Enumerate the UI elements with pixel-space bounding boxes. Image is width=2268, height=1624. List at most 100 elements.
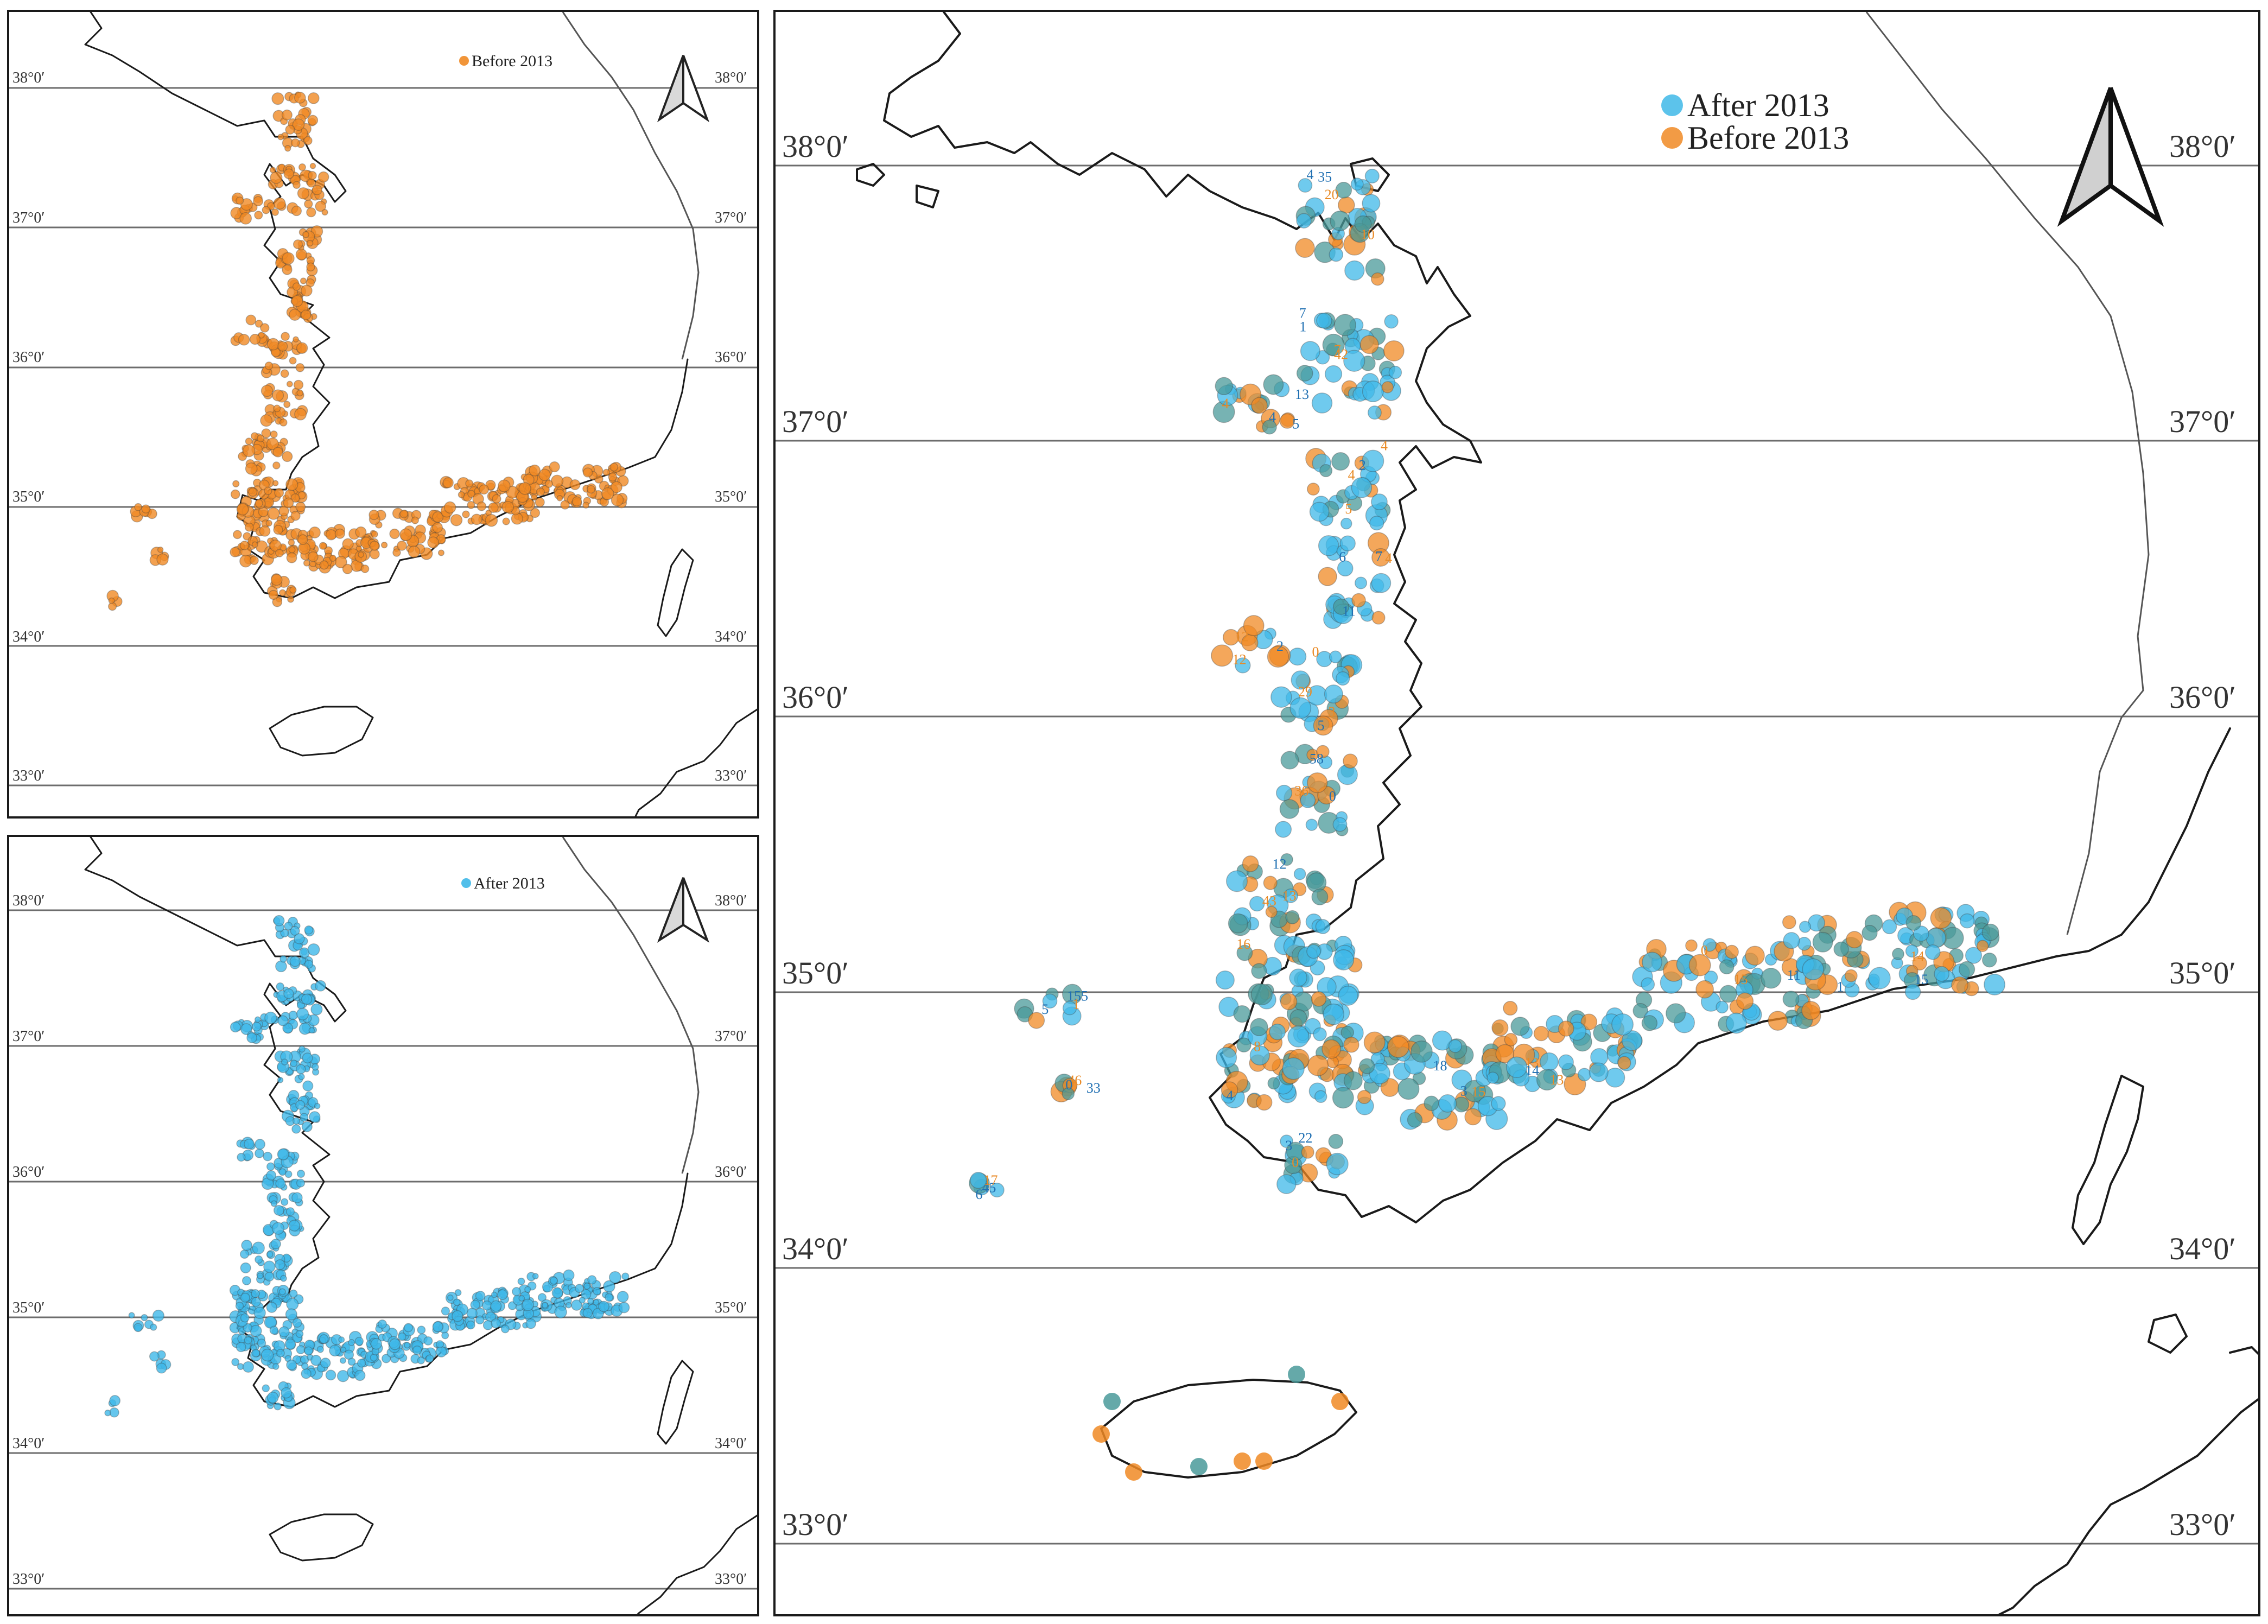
lat-label-left: 36°0′ bbox=[12, 1164, 45, 1181]
occurrence-point bbox=[1371, 548, 1390, 567]
occurrence-point bbox=[340, 1347, 347, 1353]
occurrence-point bbox=[292, 1318, 302, 1328]
occurrence-point bbox=[152, 1309, 164, 1322]
occurrence-point bbox=[482, 1301, 492, 1311]
occurrence-point bbox=[294, 92, 306, 104]
occurrence-point bbox=[582, 1308, 593, 1318]
occurrence-point bbox=[1311, 392, 1333, 414]
occurrence-point bbox=[1319, 464, 1333, 478]
point-count-label: 5 bbox=[1292, 416, 1299, 432]
occurrence-point bbox=[293, 181, 301, 189]
occurrence-point bbox=[297, 187, 310, 200]
point-count-label: 7 bbox=[1299, 305, 1306, 321]
occurrence-point bbox=[498, 479, 511, 492]
occurrence-point bbox=[360, 564, 370, 573]
occurrence-point bbox=[304, 960, 314, 969]
occurrence-point bbox=[1725, 944, 1739, 959]
occurrence-point bbox=[1782, 991, 1800, 1008]
occurrence-point bbox=[531, 494, 538, 501]
occurrence-point bbox=[236, 1342, 246, 1353]
point-count-label: 14 bbox=[1525, 1062, 1539, 1078]
lat-label-left: 37°0′ bbox=[12, 1028, 45, 1045]
peninsula-coastline bbox=[84, 837, 689, 1408]
occurrence-point bbox=[475, 1315, 485, 1325]
occurrence-point bbox=[301, 284, 313, 297]
occurrence-point bbox=[425, 1354, 434, 1363]
occurrence-point bbox=[319, 560, 329, 570]
occurrence-point bbox=[281, 1058, 288, 1065]
lat-label-right: 38°0′ bbox=[715, 892, 747, 909]
occurrence-point bbox=[258, 332, 265, 339]
point-count-label: 8 bbox=[1254, 1039, 1261, 1055]
occurrence-point bbox=[275, 960, 287, 973]
occurrence-point bbox=[149, 1351, 160, 1362]
occurrence-point bbox=[1736, 992, 1754, 1010]
lat-label-left: 35°0′ bbox=[12, 489, 45, 505]
occurrence-point bbox=[277, 341, 288, 352]
occurrence-point bbox=[1335, 181, 1352, 199]
occurrence-point bbox=[1300, 341, 1320, 361]
occurrence-point bbox=[1296, 365, 1313, 382]
occurrence-point bbox=[603, 1280, 615, 1293]
point-count-label: 3 bbox=[1285, 1138, 1292, 1153]
occurrence-point bbox=[301, 993, 313, 1005]
occurrence-point bbox=[295, 502, 306, 512]
occurrence-point bbox=[1381, 381, 1394, 394]
occurrence-point bbox=[270, 1200, 277, 1207]
occurrence-point bbox=[292, 1117, 300, 1125]
point-count-label: 4 bbox=[1385, 550, 1392, 566]
occurrence-point bbox=[354, 1369, 366, 1381]
occurrence-point bbox=[237, 1153, 246, 1162]
occurrence-point bbox=[282, 264, 293, 275]
occurrence-point bbox=[1279, 799, 1300, 819]
occurrence-point bbox=[291, 1192, 303, 1203]
occurrence-point bbox=[273, 404, 281, 413]
occurrence-point bbox=[283, 988, 294, 999]
occurrence-point bbox=[296, 1064, 306, 1075]
occurrence-point bbox=[1339, 535, 1356, 551]
occurrence-point bbox=[1357, 1090, 1371, 1105]
occurrence-point bbox=[1221, 1081, 1238, 1099]
occurrence-point bbox=[1359, 335, 1379, 354]
occurrence-point bbox=[443, 501, 456, 514]
occurrence-point bbox=[1314, 1090, 1327, 1103]
point-count-label: 18 bbox=[1433, 1058, 1447, 1074]
occurrence-point bbox=[1611, 1013, 1634, 1036]
point-count-label: 20 bbox=[1325, 187, 1339, 202]
point-count-label: 2 bbox=[1359, 458, 1366, 473]
occurrence-point bbox=[1329, 247, 1344, 262]
occurrence-point bbox=[1233, 1005, 1251, 1023]
occurrence-point bbox=[417, 1325, 426, 1335]
occurrence-point bbox=[1965, 947, 1983, 964]
occurrence-point bbox=[314, 1102, 321, 1109]
occurrence-point bbox=[423, 1336, 433, 1346]
occurrence-point bbox=[306, 207, 316, 218]
occurrence-point bbox=[1343, 1037, 1359, 1053]
lat-label-right: 38°0′ bbox=[2169, 129, 2236, 164]
occurrence-point bbox=[1905, 944, 1918, 958]
occurrence-point bbox=[251, 541, 258, 548]
occurrence-point bbox=[1318, 567, 1337, 586]
occurrence-point bbox=[610, 481, 622, 493]
lat-label-right: 37°0′ bbox=[715, 210, 747, 226]
occurrence-point bbox=[239, 212, 252, 225]
point-count-label: 155 bbox=[1067, 988, 1088, 1004]
occurrence-point bbox=[1028, 1012, 1045, 1029]
occurrence-point bbox=[560, 500, 570, 510]
occurrence-point bbox=[312, 185, 322, 195]
occurrence-point bbox=[248, 487, 258, 497]
occurrence-point bbox=[1539, 1052, 1559, 1071]
occurrence-point bbox=[289, 586, 297, 594]
lat-label-left: 37°0′ bbox=[782, 404, 849, 439]
japan-coast bbox=[1997, 1314, 2258, 1614]
occurrence-point bbox=[605, 1293, 613, 1302]
occurrence-point bbox=[1577, 1068, 1591, 1082]
point-count-label: 15 bbox=[1471, 1084, 1485, 1100]
occurrence-point bbox=[290, 1060, 298, 1067]
occurrence-point bbox=[454, 1289, 462, 1296]
occurrence-point bbox=[1745, 946, 1765, 966]
lat-label-left: 36°0′ bbox=[12, 349, 45, 366]
occurrence-point bbox=[608, 472, 618, 482]
occurrence-point bbox=[1293, 867, 1306, 880]
occurrence-point bbox=[282, 451, 293, 462]
